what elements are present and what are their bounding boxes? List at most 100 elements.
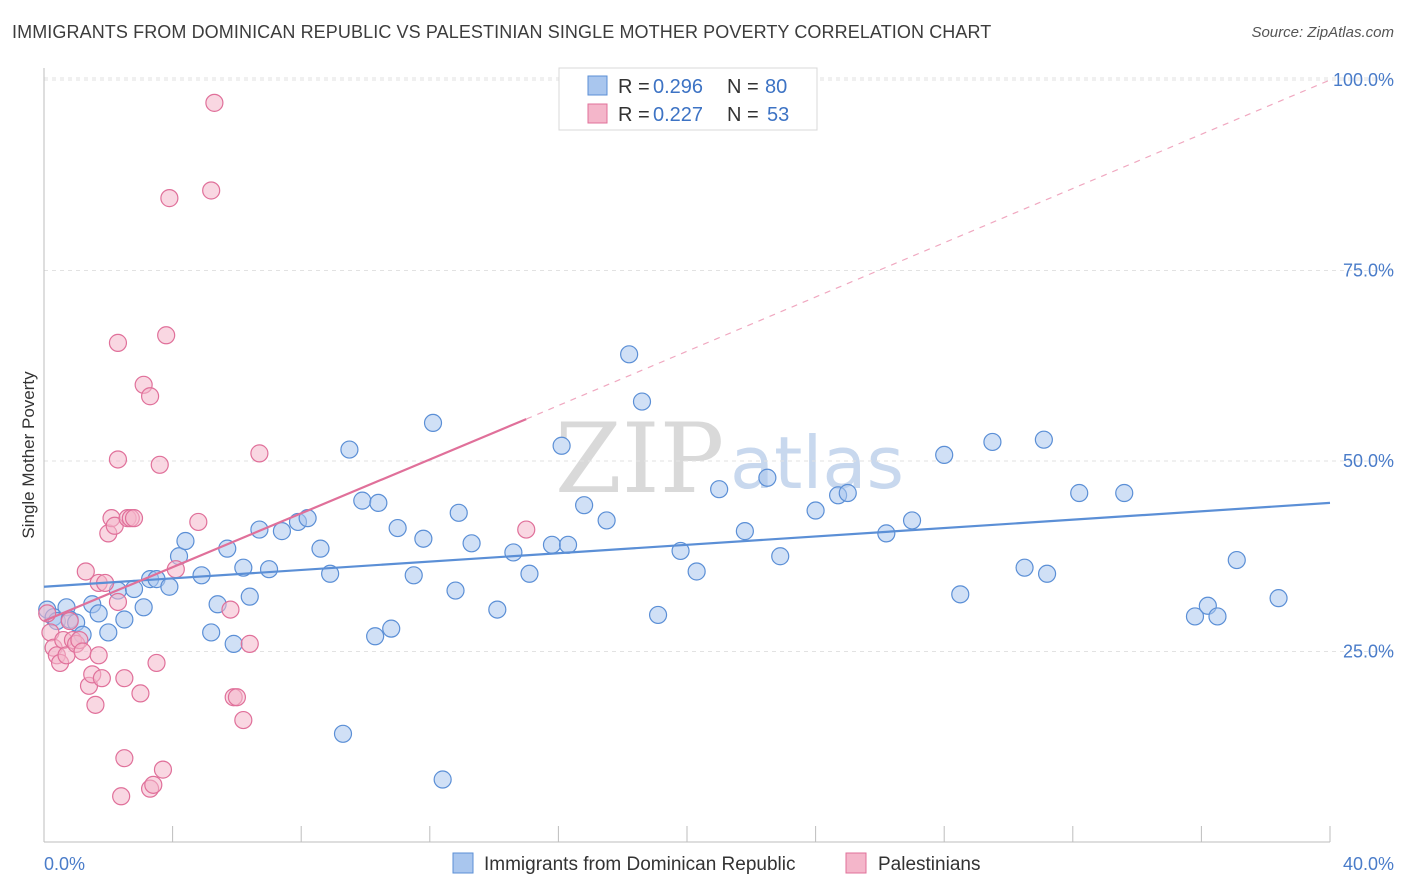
dominican-point	[1185, 607, 1205, 626]
dominican-point	[202, 623, 221, 642]
palestinian-point	[124, 509, 144, 528]
dominican-point	[449, 503, 468, 522]
dominican-point	[176, 531, 195, 551]
dominican-point	[366, 627, 385, 646]
palestinian-point	[108, 450, 128, 469]
dominican-point	[838, 483, 857, 503]
watermark-atlas: atlas	[730, 421, 904, 505]
dominican-point	[902, 511, 922, 530]
palestinian-point	[60, 611, 79, 631]
x-ticks	[43, 826, 1331, 842]
palestinian-point	[517, 520, 536, 539]
dominican-point	[414, 529, 433, 548]
dominican-point	[340, 440, 359, 459]
bottom-legend-label-1: Immigrants from Dominican Republic	[484, 854, 796, 875]
dominican-point	[1208, 607, 1227, 626]
legend-r-label-2: R =	[618, 104, 650, 126]
dominican-point	[1269, 589, 1288, 608]
palestinian-point	[147, 653, 166, 673]
y-tick-label: 25.0%	[1343, 642, 1394, 662]
palestinian-point	[240, 634, 259, 653]
dominican-point	[983, 432, 1002, 452]
palestinian-point	[157, 326, 176, 345]
palestinian-point	[86, 695, 105, 714]
source-label: Source: ZipAtlas.com	[1251, 24, 1394, 41]
dominican-point	[951, 585, 970, 604]
dominican-point	[575, 496, 594, 515]
dominican-point	[234, 558, 253, 577]
dominican-point	[1070, 483, 1089, 503]
dominican-point	[333, 724, 353, 743]
palestinian-point	[73, 642, 92, 661]
legend-r-label-1: R =	[618, 76, 650, 98]
legend-r-value-2: 0.227	[653, 104, 703, 126]
dominican-point	[272, 522, 292, 541]
palestinian-point	[227, 688, 246, 707]
bottom-legend-label-2: Palestinians	[878, 854, 980, 875]
palestinian-point	[131, 684, 150, 703]
dominican-point	[758, 468, 777, 487]
dominican-point	[433, 770, 452, 789]
dominican-point	[446, 581, 465, 600]
dominican-point	[735, 522, 754, 541]
dominican-point	[1227, 550, 1246, 570]
palestinian-point	[205, 93, 224, 112]
palestinian-trend-line	[43, 418, 527, 623]
dominican-trend-line	[43, 501, 1331, 588]
palestinian-point	[150, 455, 169, 474]
palestinian-point	[202, 181, 221, 200]
dominican-point	[224, 634, 243, 653]
dominican-point	[520, 564, 539, 583]
dominican-point	[710, 480, 729, 499]
palestinian-point	[108, 592, 128, 612]
dominican-point	[321, 564, 340, 583]
legend-r-value-1: 0.296	[653, 76, 703, 98]
dominican-point	[552, 436, 571, 455]
legend-swatch-blue	[587, 75, 608, 96]
palestinian-point	[76, 562, 95, 581]
palestinian-point	[144, 775, 163, 794]
y-tick-labels: 25.0% 50.0% 75.0% 100.0%	[1333, 70, 1394, 662]
palestinian-point	[92, 669, 111, 688]
palestinian-trend-extension	[526, 79, 1331, 420]
legend-n-value-1: 80	[765, 76, 787, 98]
dominican-point	[160, 577, 179, 596]
palestinian-point	[160, 189, 179, 208]
bottom-legend-swatch-blue	[452, 852, 474, 874]
dominican-point	[687, 562, 706, 581]
dominican-point	[1037, 564, 1057, 583]
palestinian-point	[112, 787, 131, 806]
palestinian-point	[234, 710, 253, 730]
dominican-point	[115, 610, 134, 629]
legend-n-label-2: N =	[727, 104, 759, 126]
series-palestinian-points	[38, 93, 536, 806]
dominican-point	[423, 413, 443, 432]
dominican-point	[1034, 430, 1053, 449]
palestinian-point	[140, 387, 160, 406]
dominican-point	[597, 511, 616, 530]
y-tick-label: 50.0%	[1343, 451, 1394, 471]
x-tick-label-max: 40.0%	[1343, 854, 1394, 874]
palestinian-point	[115, 669, 134, 688]
palestinian-point	[89, 646, 108, 665]
dominican-point	[558, 535, 578, 554]
dominican-point	[504, 543, 523, 562]
dominican-point	[259, 560, 279, 579]
dominican-point	[488, 600, 507, 619]
palestinian-point	[221, 600, 240, 619]
y-axis-label: Single Mother Poverty	[19, 371, 38, 539]
dominican-point	[311, 539, 330, 558]
dominican-point	[353, 491, 372, 510]
dominican-point	[369, 493, 388, 513]
dominican-point	[671, 541, 690, 561]
y-tick-label: 100.0%	[1333, 70, 1394, 90]
bottom-legend-swatch-pink	[845, 852, 867, 874]
dominican-point	[404, 566, 423, 585]
legend-n-label-1: N =	[727, 76, 759, 98]
palestinian-point	[250, 444, 269, 463]
palestinian-point	[153, 760, 173, 779]
y-tick-label: 75.0%	[1343, 261, 1394, 281]
legend-n-value-2: 53	[767, 104, 789, 126]
legend: R = 0.296 N = 80 R = 0.227 N = 53	[558, 67, 818, 131]
